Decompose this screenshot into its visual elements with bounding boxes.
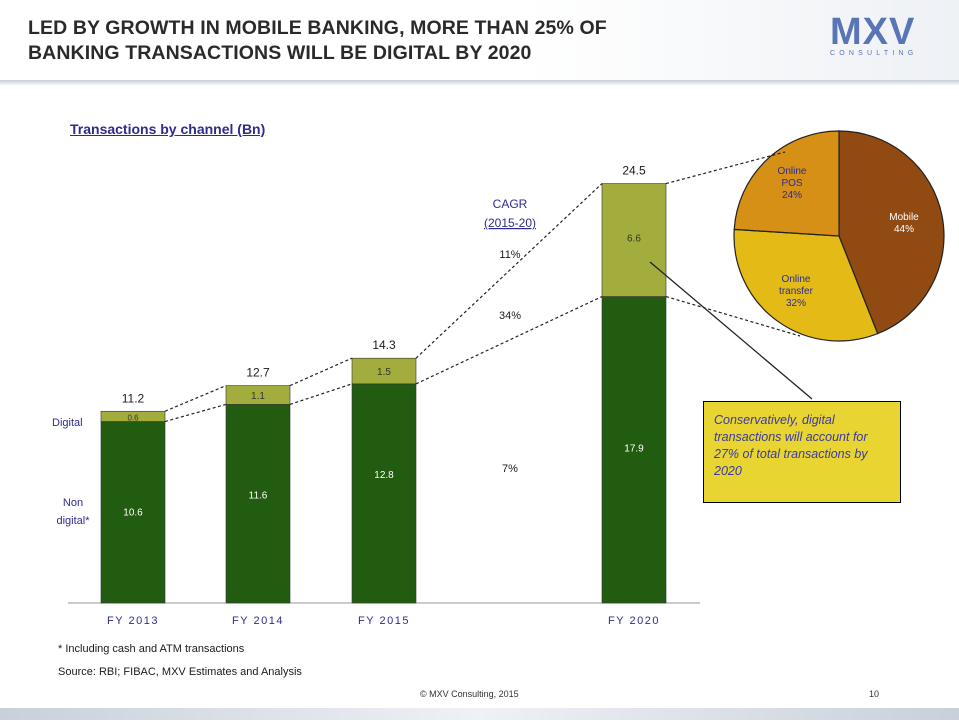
total-value-label: 12.7 <box>246 366 270 380</box>
nondigital-value-label: 11.6 <box>249 490 268 501</box>
nondigital-value-label: 10.6 <box>123 508 143 519</box>
total-value-label: 11.2 <box>122 391 145 405</box>
pie-slice-label: 32% <box>786 298 806 309</box>
footer-bar <box>0 708 959 720</box>
connector-split-line <box>164 403 227 423</box>
bar-nondigital-fy2015 <box>351 383 417 604</box>
pie-connector-bottom <box>665 295 801 337</box>
cagr-period: (2015-20) <box>484 216 536 230</box>
digital-value-label: 1.1 <box>251 391 265 402</box>
bar-digital-fy2020 <box>601 183 667 297</box>
total-value-label: 24.5 <box>622 164 646 178</box>
bar-digital-fy2014 <box>225 385 291 405</box>
bar-nondigital-fy2014 <box>225 404 291 604</box>
pie-slice-label: Mobile <box>889 212 919 223</box>
digital-value-label: 0.6 <box>127 413 139 422</box>
pie-slice-label: POS <box>781 178 802 189</box>
pie-slice-online-transfer <box>733 228 879 342</box>
pie-slice-label: Online <box>778 166 807 177</box>
nondigital-value-label: 17.9 <box>624 444 644 455</box>
pie-slice-label: Online <box>782 274 811 285</box>
slide-title: LED BY GROWTH IN MOBILE BANKING, MORE TH… <box>28 16 607 66</box>
category-label: FY 2015 <box>358 615 410 627</box>
bar-digital-fy2015 <box>351 357 417 385</box>
category-label: FY 2013 <box>107 615 159 627</box>
category-label: FY 2020 <box>608 615 660 627</box>
total-value-label: 14.3 <box>372 338 396 352</box>
nondigital-value-label: 12.8 <box>374 470 394 481</box>
chart-subtitle: Transactions by channel (Bn) <box>70 121 266 137</box>
series-label-digital: Digital <box>52 417 83 429</box>
series-label-nondigital-line1: Non <box>63 497 83 509</box>
source-note: Source: RBI; FIBAC, MXV Estimates and An… <box>58 666 302 678</box>
bar-nondigital-fy2020 <box>601 296 667 604</box>
callout-pointer <box>649 261 813 400</box>
pie-slice-mobile <box>838 130 945 335</box>
cagr-value-label: 7% <box>502 463 518 475</box>
title-line-2: BANKING TRANSACTIONS WILL BE DIGITAL BY … <box>28 42 532 64</box>
series-label-nondigital-line2: digital* <box>56 515 90 527</box>
slide-header <box>0 0 959 80</box>
connector-total-line <box>164 385 227 412</box>
pie-slice-label: 24% <box>782 190 802 201</box>
footnote: * Including cash and ATM transactions <box>58 643 245 655</box>
cagr-value-label: 34% <box>499 310 521 322</box>
pie-slice-label: transfer <box>779 286 814 297</box>
connector-split-line <box>415 296 603 385</box>
digital-value-label: 1.5 <box>377 367 391 378</box>
page-number: 10 <box>869 689 880 699</box>
pie-slice-label: 44% <box>894 224 914 235</box>
cagr-value-label: 11% <box>499 249 520 261</box>
bar-digital-fy2013 <box>100 410 166 422</box>
cagr-title: CAGR <box>493 197 528 211</box>
copyright: © MXV Consulting, 2015 <box>420 689 519 699</box>
title-line-1: LED BY GROWTH IN MOBILE BANKING, MORE TH… <box>28 17 607 39</box>
connector-split-line <box>289 383 353 405</box>
header-divider <box>0 80 959 86</box>
company-logo: MXV CONSULTING <box>830 12 948 57</box>
logo-mark: MXV <box>830 11 916 53</box>
connector-total-line <box>415 183 603 359</box>
digital-value-label: 6.6 <box>627 234 641 245</box>
pie-slice-online-pos <box>733 130 840 237</box>
callout-box: Conservatively, digital transactions wil… <box>703 401 901 503</box>
logo-subtext: CONSULTING <box>830 50 918 57</box>
pie-connector-top <box>665 151 786 185</box>
bar-nondigital-fy2013 <box>100 421 166 604</box>
category-label: FY 2014 <box>232 615 284 627</box>
connector-total-line <box>289 357 353 387</box>
